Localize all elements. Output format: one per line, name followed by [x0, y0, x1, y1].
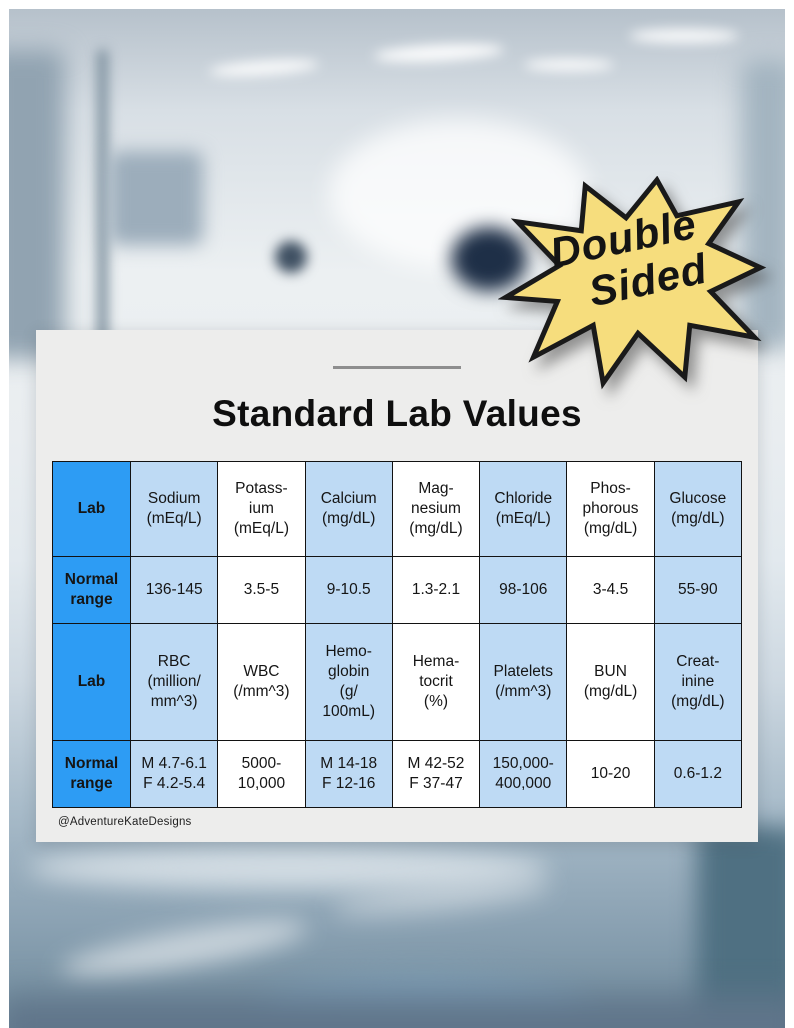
table-cell: 9-10.5 [304, 556, 393, 624]
table-cell: 3.5-5 [217, 556, 306, 624]
table-cell: RBC (million/ mm^3) [129, 623, 219, 741]
table-cell: Mag- nesium (mg/dL) [391, 461, 481, 557]
cabinet-column [697, 827, 785, 1028]
table-cell: 10-20 [566, 740, 655, 808]
table-row: Normal range 136-145 3.5-5 9-10.5 1.3-2.… [52, 556, 743, 624]
table-cell: 0.6-1.2 [653, 740, 743, 808]
double-sided-badge: Double Sided [497, 175, 778, 390]
floor-reflection [57, 909, 311, 989]
divider-line [333, 366, 461, 369]
table-cell: M 4.7-6.1 F 4.2-5.4 [129, 740, 219, 808]
lab-values-card: Standard Lab Values Lab Sodium (mEq/L) P… [36, 330, 758, 842]
row-header-lab: Lab [52, 623, 131, 741]
table-cell: 5000- 10,000 [217, 740, 306, 808]
lab-values-table: Lab Sodium (mEq/L) Potass- ium (mEq/L) C… [52, 461, 743, 808]
table-cell: BUN (mg/dL) [566, 623, 655, 741]
table-cell: Potass- ium (mEq/L) [217, 461, 306, 557]
floor-light-band [29, 847, 549, 889]
table-cell: Hemo- globin (g/ 100mL) [304, 623, 393, 741]
table-cell: Hema- tocrit (%) [391, 623, 481, 741]
table-cell: WBC (/mm^3) [217, 623, 306, 741]
table-cell: M 42-52 F 37-47 [391, 740, 481, 808]
table-cell: 55-90 [653, 556, 743, 624]
wall-shadow-left [9, 49, 65, 359]
dark-object-small [275, 241, 307, 273]
table-cell: Creat- inine (mg/dL) [653, 623, 743, 741]
table-cell: 3-4.5 [566, 556, 655, 624]
table-cell: Calcium (mg/dL) [304, 461, 393, 557]
ceiling-light [208, 57, 320, 79]
table-cell: 1.3-2.1 [391, 556, 481, 624]
table-cell: 150,000- 400,000 [479, 740, 568, 808]
table-cell: 98-106 [479, 556, 568, 624]
wall-shadow-right [741, 59, 785, 349]
table-row: Lab RBC (million/ mm^3) WBC (/mm^3) Hemo… [52, 623, 743, 741]
table-row: Normal range M 4.7-6.1 F 4.2-5.4 5000- 1… [52, 740, 743, 808]
table-cell: Glucose (mg/dL) [653, 461, 743, 557]
table-row: Lab Sodium (mEq/L) Potass- ium (mEq/L) C… [52, 461, 743, 557]
ceiling-light [373, 41, 505, 65]
window-panel [109, 151, 203, 245]
row-header-lab: Lab [52, 461, 131, 557]
designer-credit: @AdventureKateDesigns [58, 816, 192, 828]
row-header-normal-range: Normal range [52, 556, 131, 624]
table-cell: 136-145 [129, 556, 219, 624]
table-cell: Phos- phorous (mg/dL) [566, 461, 655, 557]
starburst-icon [497, 175, 767, 390]
table-cell: Platelets (/mm^3) [479, 623, 568, 741]
table-cell: M 14-18 F 12-16 [304, 740, 393, 808]
floor-dark-edge [9, 997, 785, 1028]
table-cell: Sodium (mEq/L) [129, 461, 219, 557]
ceiling-light [524, 59, 614, 71]
ceiling-light [629, 29, 739, 43]
row-header-normal-range: Normal range [52, 740, 131, 808]
door-frame [97, 49, 108, 349]
page-title: Standard Lab Values [212, 393, 582, 434]
dark-object [451, 227, 527, 291]
table-cell: Chloride (mEq/L) [479, 461, 568, 557]
